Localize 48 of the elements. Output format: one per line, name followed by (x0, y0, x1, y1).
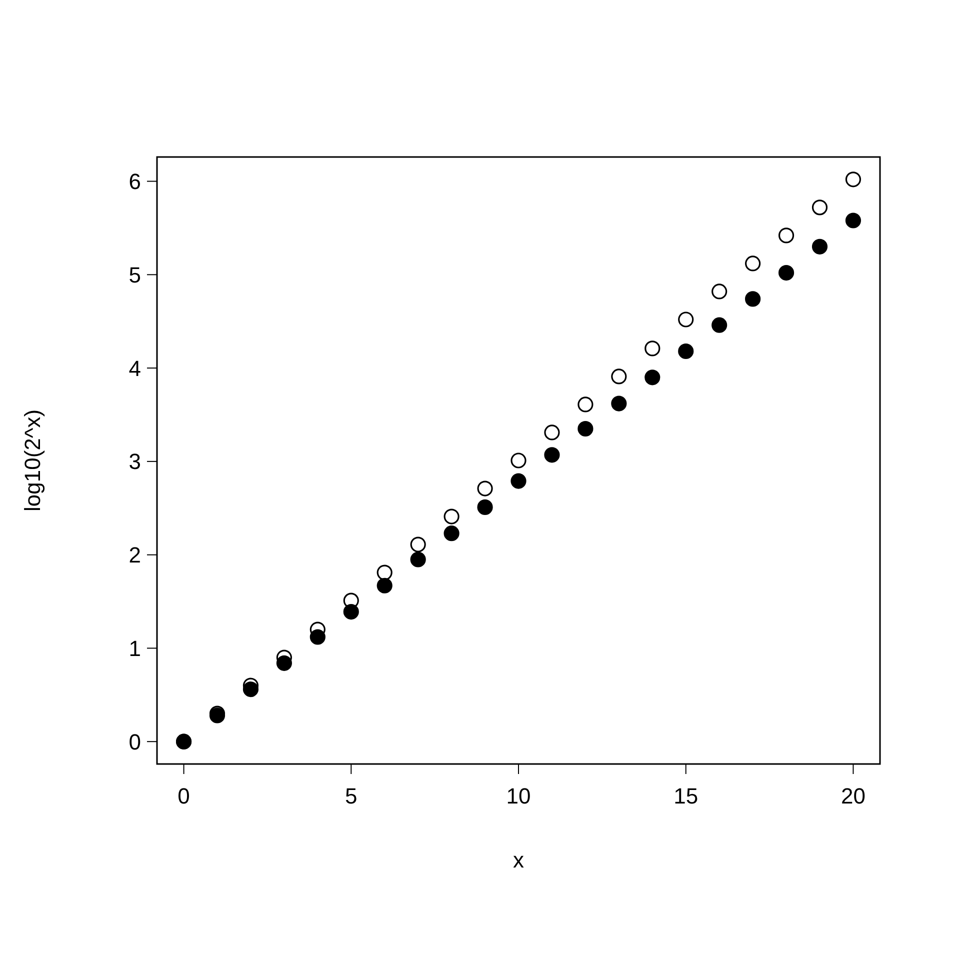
point (410, 536, 426, 552)
point (778, 264, 794, 281)
x-tick-label: 0 (178, 784, 190, 809)
point (276, 655, 292, 671)
point (376, 578, 392, 594)
point (611, 368, 627, 384)
point (845, 172, 862, 188)
y-tick-label: 2 (128, 542, 141, 568)
y-tick-label: 4 (128, 356, 141, 381)
x-tick-label: 5 (345, 784, 358, 809)
point (410, 552, 426, 568)
point (242, 681, 259, 698)
point (745, 256, 761, 272)
point (778, 228, 794, 244)
point (812, 238, 828, 254)
point (644, 370, 660, 386)
y-axis-title: log10(2^x) (20, 409, 45, 512)
x-tick-label: 10 (506, 784, 531, 809)
x-tick-label: 15 (674, 784, 698, 809)
point (510, 452, 526, 468)
point (444, 508, 460, 524)
y-tick-label: 3 (128, 449, 141, 474)
point (611, 396, 627, 412)
point (510, 473, 526, 489)
point (678, 343, 694, 360)
point (477, 499, 493, 515)
y-tick-label: 5 (128, 262, 141, 288)
x-axis-title: x (513, 848, 524, 873)
point (477, 480, 493, 496)
point (712, 317, 728, 333)
point (812, 200, 828, 216)
y-tick-label: 6 (128, 169, 141, 194)
point (544, 424, 560, 440)
point (343, 604, 359, 620)
x-tick-label: 20 (840, 784, 866, 809)
y-tick-label: 0 (128, 729, 141, 754)
point (578, 396, 594, 412)
point (745, 291, 761, 307)
point (544, 447, 560, 463)
point (376, 564, 392, 580)
point (444, 526, 460, 542)
point (310, 629, 326, 645)
y-tick-label: 1 (128, 636, 141, 662)
point (578, 420, 594, 437)
point (678, 312, 694, 328)
point (712, 284, 728, 300)
point (845, 212, 862, 228)
point (644, 340, 660, 356)
